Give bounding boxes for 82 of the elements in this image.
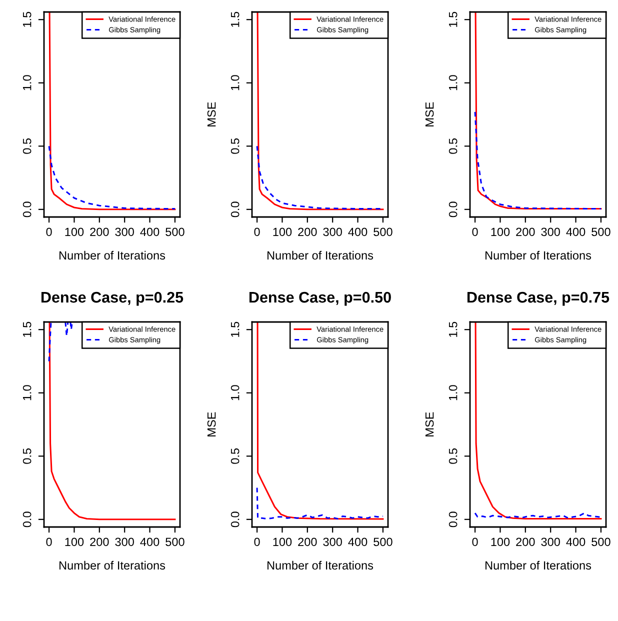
- x-tick-label: 0: [472, 228, 478, 236]
- x-tick-label: 400: [348, 228, 368, 236]
- line-series: [256, 322, 384, 520]
- line-series: [474, 12, 602, 210]
- y-tick-label: 1.0: [22, 385, 32, 400]
- x-tick-label: 0: [254, 538, 260, 546]
- x-tick-label: 200: [516, 228, 535, 236]
- x-axis-title: Number of Iterations: [59, 560, 166, 570]
- y-tick-label: 0.0: [230, 202, 240, 218]
- x-tick-label: 0: [46, 228, 52, 236]
- y-tick-label: 1.5: [231, 322, 240, 337]
- x-tick-label: 100: [491, 228, 510, 236]
- y-tick-label: 0.0: [230, 512, 240, 528]
- chart-title: Dense Case, p=0.25: [41, 292, 184, 306]
- y-tick-label: 1.5: [449, 12, 458, 27]
- x-tick-label: 0: [472, 538, 478, 546]
- y-tick-label: 1.0: [22, 75, 32, 90]
- x-tick-label: 300: [115, 228, 134, 236]
- x-tick-label: 300: [541, 538, 560, 546]
- x-tick-label: 400: [566, 538, 586, 546]
- line-series: [48, 12, 176, 210]
- y-tick-label: 1.5: [231, 12, 240, 27]
- y-tick-label: 0.5: [230, 138, 240, 154]
- x-tick-label: 100: [65, 228, 84, 236]
- x-axis-title: Number of Iterations: [267, 250, 374, 260]
- y-tick-label: 0.5: [22, 138, 32, 154]
- x-tick-label: 500: [374, 228, 392, 236]
- x-axis-title: Number of Iterations: [485, 560, 592, 570]
- y-tick-label: 1.0: [230, 385, 240, 400]
- y-tick-label: 1.5: [449, 322, 458, 337]
- y-axis-title: MSE: [425, 412, 434, 436]
- y-tick-label: 0.0: [448, 512, 458, 528]
- y-tick-label: 0.0: [22, 202, 32, 218]
- x-tick-label: 300: [541, 228, 560, 236]
- x-tick-label: 500: [592, 538, 610, 546]
- y-tick-label: 1.0: [230, 75, 240, 90]
- x-tick-label: 200: [516, 538, 535, 546]
- y-axis-title: MSE: [207, 102, 216, 126]
- x-tick-label: 400: [140, 538, 160, 546]
- y-axis-title: MSE: [207, 412, 216, 436]
- y-tick-label: 1.0: [448, 75, 458, 90]
- x-tick-label: 300: [115, 538, 134, 546]
- line-series: [48, 145, 176, 210]
- x-tick-label: 400: [348, 538, 368, 546]
- x-tick-label: 400: [140, 228, 160, 236]
- x-tick-label: 100: [491, 538, 510, 546]
- y-tick-label: 1.5: [23, 12, 32, 27]
- y-tick-label: 0.0: [448, 202, 458, 218]
- x-tick-label: 500: [166, 538, 184, 546]
- x-tick-label: 200: [90, 538, 109, 546]
- x-tick-label: 500: [166, 228, 184, 236]
- x-tick-label: 200: [90, 228, 109, 236]
- y-tick-label: 0.0: [22, 512, 32, 528]
- y-tick-label: 0.5: [22, 448, 32, 464]
- chart-title: Dense Case, p=0.75: [467, 292, 610, 306]
- x-tick-label: 400: [566, 228, 586, 236]
- x-tick-label: 500: [592, 228, 610, 236]
- x-axis-title: Number of Iterations: [267, 560, 374, 570]
- line-series: [474, 111, 602, 210]
- x-tick-label: 200: [298, 538, 317, 546]
- y-tick-label: 1.0: [448, 385, 458, 400]
- x-axis-title: Number of Iterations: [485, 250, 592, 260]
- line-series: [48, 322, 176, 520]
- x-tick-label: 100: [65, 538, 84, 546]
- y-axis-title: MSE: [425, 102, 434, 126]
- x-tick-label: 0: [46, 538, 52, 546]
- x-tick-label: 0: [254, 228, 260, 236]
- y-tick-label: 0.5: [448, 138, 458, 154]
- line-series: [256, 12, 384, 210]
- x-tick-label: 300: [323, 228, 342, 236]
- chart-title: Dense Case, p=0.50: [249, 292, 391, 306]
- y-tick-label: 1.5: [23, 322, 32, 337]
- x-tick-label: 200: [298, 228, 317, 236]
- line-series: [256, 487, 384, 520]
- x-tick-label: 100: [273, 538, 292, 546]
- x-axis-title: Number of Iterations: [59, 250, 166, 260]
- x-tick-label: 500: [374, 538, 392, 546]
- y-tick-label: 0.5: [230, 448, 240, 464]
- x-tick-label: 300: [323, 538, 342, 546]
- line-series: [474, 322, 602, 520]
- x-tick-label: 100: [273, 228, 292, 236]
- y-tick-label: 0.5: [448, 448, 458, 464]
